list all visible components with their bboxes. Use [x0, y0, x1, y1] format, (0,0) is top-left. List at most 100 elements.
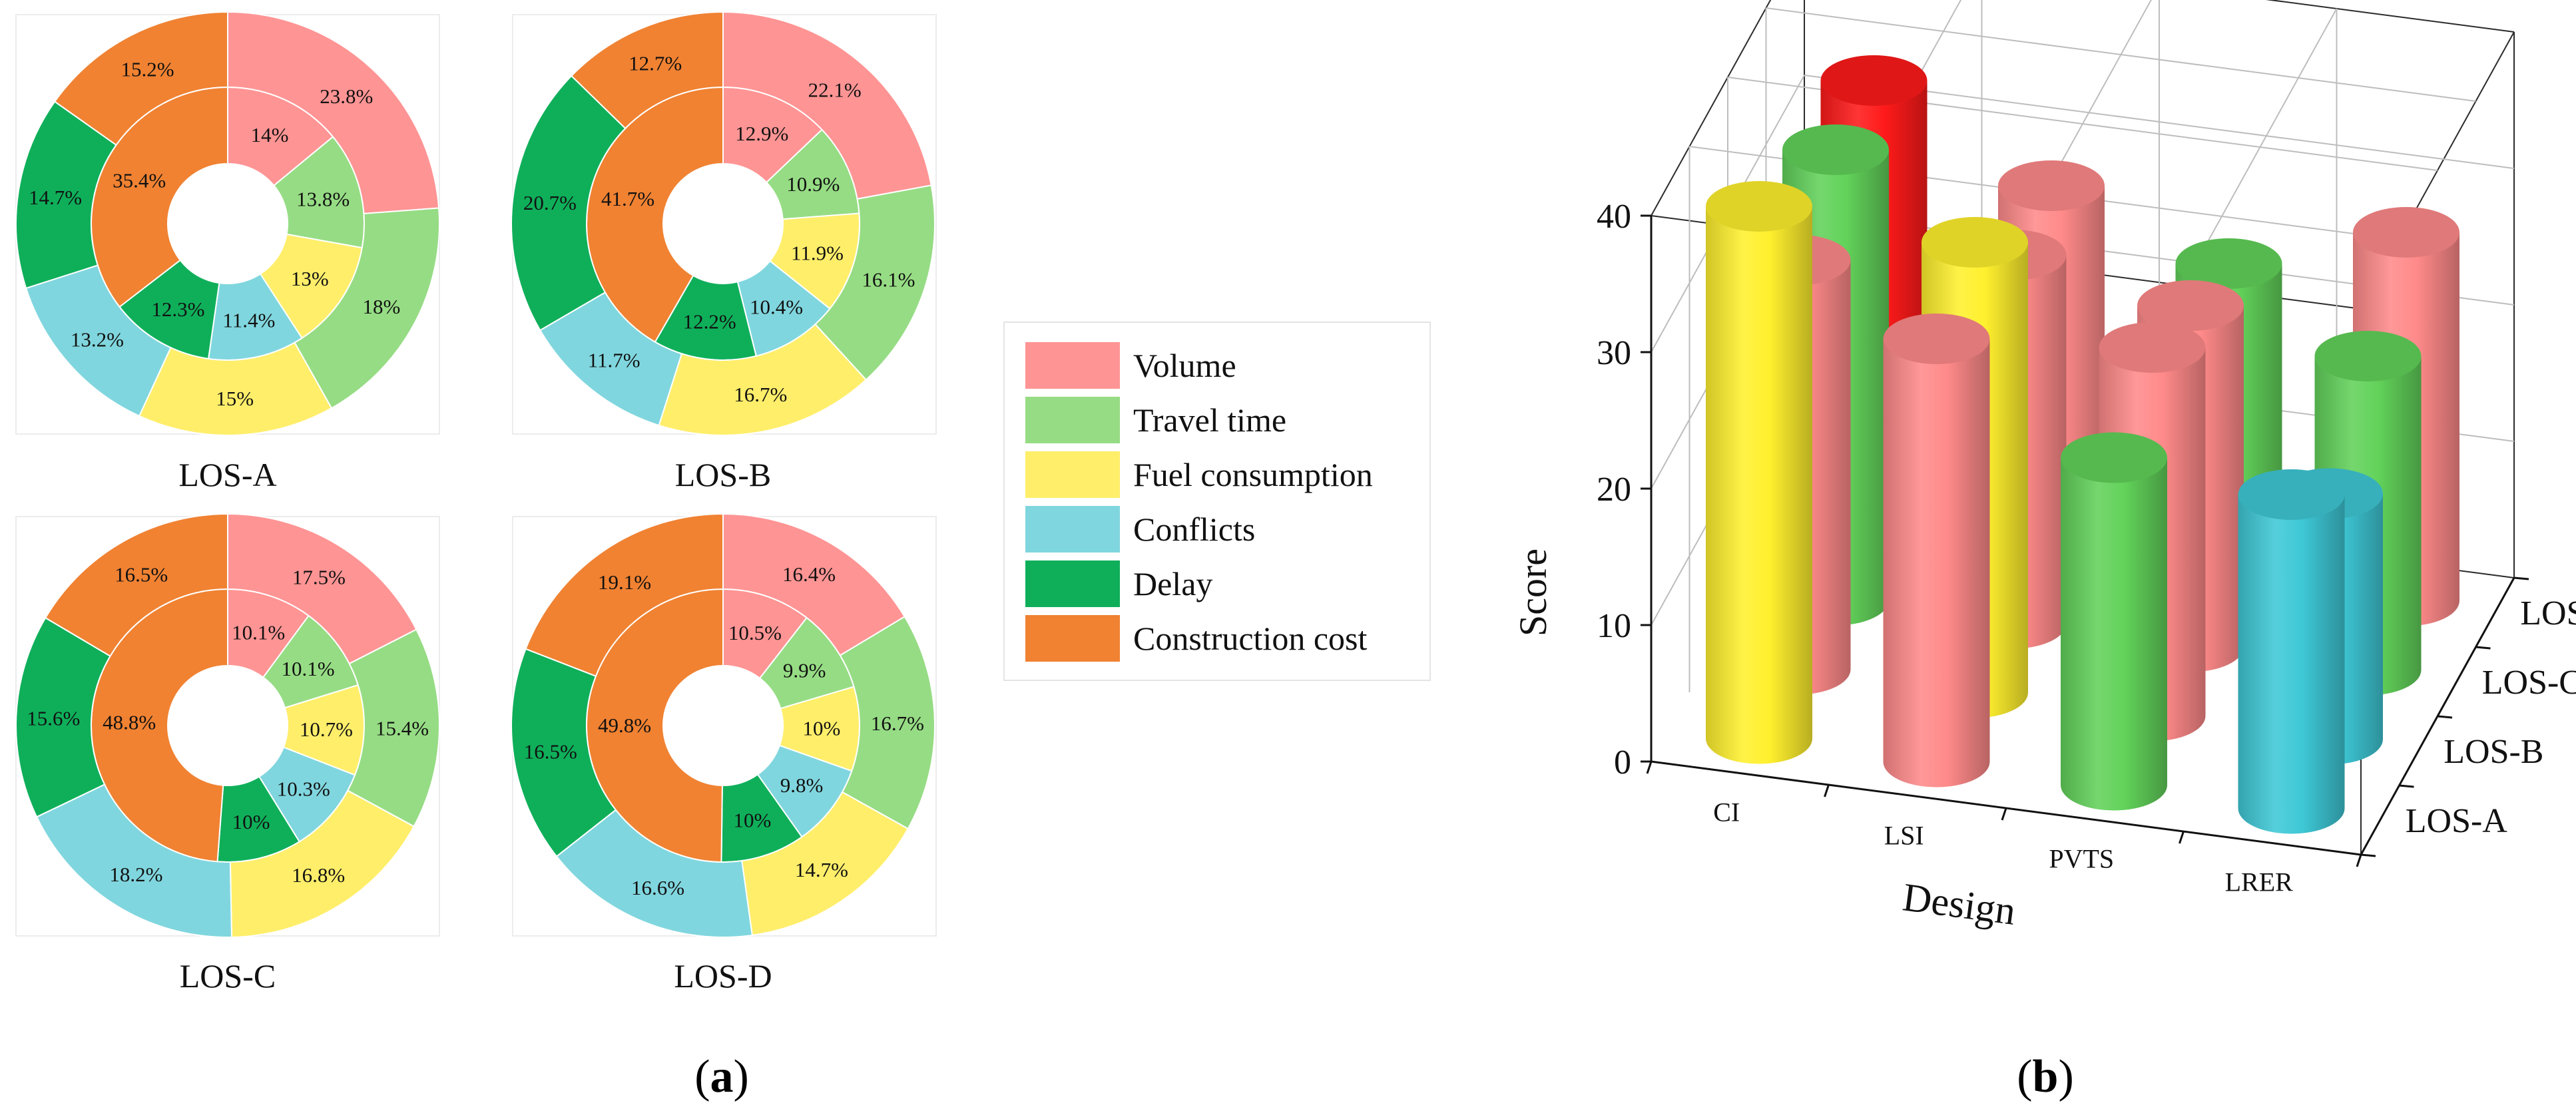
- outer-slice-volume: [227, 513, 417, 665]
- x-tick: [2001, 807, 2007, 821]
- panel-label-a: (a): [694, 1051, 749, 1102]
- outer-slice-volume: [722, 11, 932, 200]
- legend-label-conflicts: Conflicts: [1133, 511, 1255, 548]
- y-axis-title: Score: [1511, 549, 1555, 636]
- outer-slice-label: 14.7%: [29, 186, 82, 209]
- outer-slice-delay: [511, 75, 627, 332]
- inner-slice-label: 35.4%: [113, 169, 166, 192]
- depth-tick-label-los-b: LOS-B: [2444, 733, 2543, 771]
- inner-slice-label: 12.2%: [683, 310, 736, 333]
- donut-chart-los-c: 10.1% 10.1% 10.7% 10.3% 10% 48.8% 17.5% 15.4% 16…: [15, 513, 440, 938]
- outer-slice-label: 16.7%: [734, 383, 787, 406]
- outer-slice-construction-cost: [44, 513, 228, 658]
- legend-label-travel-time: Travel time: [1133, 401, 1286, 439]
- depth-tick-label-los-a: LOS-A: [2406, 802, 2508, 840]
- depth-tick: [2475, 646, 2491, 650]
- outer-slice-label: 18%: [362, 295, 400, 318]
- inner-slice-label: 11.4%: [222, 309, 275, 332]
- donut-panel-los-c: 10.1% 10.1% 10.7% 10.3% 10% 48.8% 17.5% 15.4% 16…: [15, 513, 440, 995]
- outer-slice-conflicts: [35, 783, 233, 938]
- y-tick-label: 30: [1597, 334, 1631, 372]
- inner-slice-label: 48.8%: [103, 710, 156, 734]
- inner-slice-label: 10.5%: [728, 621, 782, 644]
- outer-slice-label: 15%: [216, 387, 254, 410]
- donut-panel-los-d: 10.5%9.9% 10% 9.8% 10% 49.8% 16.4% 16.7% 14.7% 1…: [511, 513, 937, 995]
- depth-tick: [2399, 784, 2414, 788]
- panel-label-b: (b): [2017, 1051, 2074, 1102]
- x-tick-label-pvts: PVTS: [2049, 844, 2114, 874]
- outer-slice-volume: [227, 11, 440, 214]
- bar-pvts-los-a: [2061, 432, 2167, 811]
- outer-slice-construction-cost: [53, 11, 228, 146]
- legend-swatch-construction-cost: [1025, 615, 1120, 662]
- x-tick-label-lrer: LRER: [2225, 867, 2294, 897]
- outer-slice-label: 13.2%: [71, 328, 124, 351]
- donut-title-los-d: LOS-D: [674, 957, 772, 995]
- outer-slice-label: 16.1%: [862, 268, 915, 291]
- depth-tick: [2513, 576, 2529, 580]
- x-tick: [1646, 761, 1653, 774]
- depth-tick: [2360, 853, 2376, 857]
- legend-swatch-fuel-consumption: [1025, 451, 1120, 498]
- depth-tick: [2437, 715, 2453, 719]
- inner-slice-label: 41.7%: [601, 187, 654, 210]
- inner-slice-label: 10.7%: [300, 718, 353, 741]
- outer-slice-label: 22.1%: [808, 79, 862, 102]
- donut-panel-los-a: 14% 13.8% 13% 11.4% 12.3% 35.4% 23.8% 18% 15% 13.…: [15, 11, 440, 493]
- donut-chart-los-b: 12.9% 10.9% 11.9% 10.4% 12.2% 41.7% 22.1% 16.1%…: [511, 11, 936, 436]
- outer-slice-label: 16.8%: [292, 863, 345, 887]
- inner-slice-label: 10.1%: [282, 657, 335, 680]
- legend-label-construction-cost: Construction cost: [1133, 620, 1367, 657]
- donut-panel-los-b: 12.9% 10.9% 11.9% 10.4% 12.2% 41.7% 22.1% 16.1%…: [511, 11, 937, 493]
- legend-label-fuel-consumption: Fuel consumption: [1133, 456, 1373, 493]
- outer-slice-label: 11.7%: [588, 348, 641, 371]
- inner-slice-label: 13.8%: [296, 187, 350, 210]
- outer-slice-label: 16.6%: [631, 876, 684, 899]
- cylinder-bar-chart-3d: 0 10 20 30 40 Score CI LSI PVTS LRER Design LOS-A LO…: [1511, 0, 2576, 933]
- donut-chart-los-a: 14% 13.8% 13% 11.4% 12.3% 35.4% 23.8% 18% 15% 13.…: [15, 11, 440, 436]
- outer-slice-label: 18.2%: [109, 863, 162, 886]
- inner-slice-label: 10.3%: [277, 778, 330, 801]
- inner-slice-label: 10%: [232, 810, 270, 833]
- donut-title-los-b: LOS-B: [675, 456, 771, 493]
- outer-slice-label: 17.5%: [292, 566, 346, 589]
- inner-slice-label: 10.9%: [786, 172, 840, 196]
- legend-swatch-volume: [1025, 342, 1120, 389]
- inner-slice-label: 12.9%: [735, 122, 788, 145]
- outer-slice-construction-cost: [570, 11, 724, 130]
- outer-slice-label: 16.7%: [871, 712, 924, 735]
- bar-lrer-los-a: [2238, 469, 2345, 834]
- outer-slice-construction-cost: [525, 513, 724, 678]
- legend-swatch-delay: [1025, 560, 1120, 607]
- x-axis-title: Design: [1900, 875, 2018, 933]
- depth-tick-label-los-c: LOS-C: [2482, 664, 2576, 702]
- outer-slice-volume: [722, 513, 906, 656]
- y-tick-label: 0: [1614, 744, 1631, 781]
- y-tick-label: 20: [1597, 471, 1631, 509]
- outer-slice-travel-time: [294, 207, 440, 409]
- outer-slice-label: 20.7%: [523, 191, 577, 214]
- bar-lsi-los-a: [1883, 314, 1990, 787]
- inner-slice-label: 9.8%: [780, 774, 824, 797]
- legend-swatch-travel-time: [1025, 397, 1120, 443]
- legend: Volume Travel time Fuel consumption Conflic…: [1003, 322, 1431, 681]
- donut-title-los-a: LOS-A: [178, 456, 276, 493]
- outer-slice-label: 15.2%: [121, 57, 174, 81]
- donut-chart-los-d: 10.5%9.9% 10% 9.8% 10% 49.8% 16.4% 16.7% 14.7% 1…: [511, 513, 935, 939]
- depth-tick-label-los-d: LOS-D: [2520, 594, 2576, 632]
- inner-slice-label: 12.3%: [151, 298, 204, 321]
- outer-slice-label: 15.4%: [376, 716, 429, 740]
- x-tick-label-lsi: LSI: [1884, 821, 1924, 851]
- legend-swatch-conflicts: [1025, 506, 1120, 553]
- inner-slice-label: 14%: [251, 123, 289, 146]
- outer-slice-label: 12.7%: [629, 52, 682, 75]
- legend-label-volume: Volume: [1133, 347, 1236, 384]
- outer-slice-conflicts: [555, 809, 753, 939]
- y-tick-label: 10: [1597, 607, 1631, 645]
- outer-slice-label: 23.8%: [320, 85, 373, 108]
- x-tick: [2356, 854, 2362, 867]
- outer-slice-label: 16.5%: [115, 562, 168, 586]
- outer-slice-label: 16.5%: [524, 740, 577, 764]
- inner-slice-label: 9.9%: [783, 658, 826, 682]
